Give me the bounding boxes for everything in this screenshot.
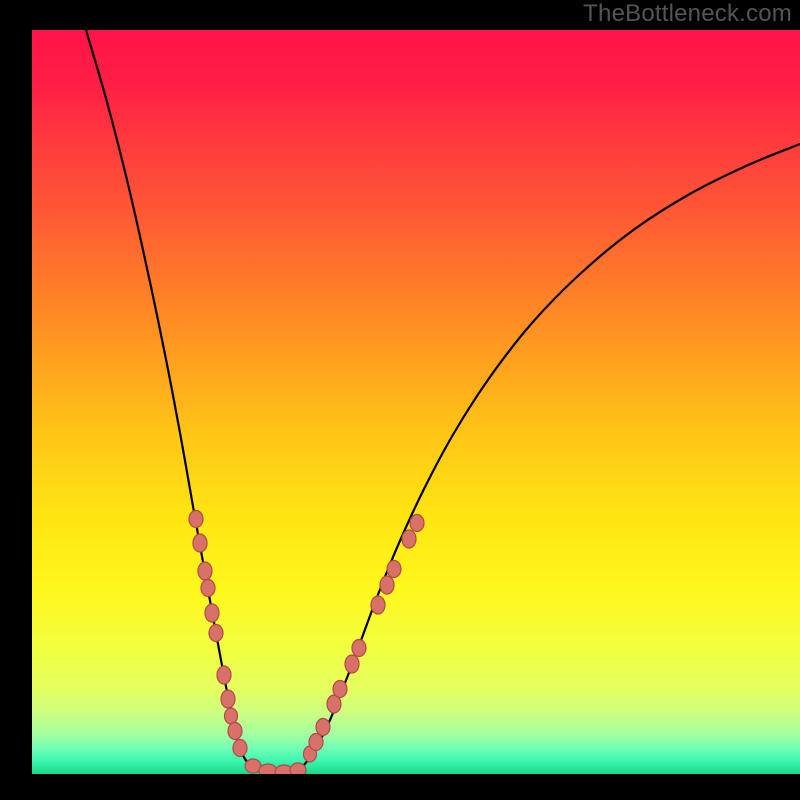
- data-marker: [316, 719, 330, 736]
- data-marker: [402, 530, 416, 548]
- data-marker: [380, 576, 394, 594]
- data-marker: [233, 740, 247, 757]
- watermark-text: TheBottleneck.com: [583, 0, 792, 28]
- stage: { "watermark": { "text": "TheBottleneck.…: [0, 0, 800, 800]
- data-marker: [371, 596, 385, 614]
- data-marker: [228, 723, 242, 740]
- data-marker: [201, 580, 215, 597]
- data-marker: [259, 764, 277, 774]
- data-marker: [410, 515, 424, 532]
- data-marker: [221, 690, 235, 708]
- data-marker: [205, 604, 219, 622]
- data-marker: [217, 666, 231, 684]
- marker-group: [189, 511, 424, 775]
- data-marker: [345, 655, 359, 673]
- data-marker: [387, 561, 401, 578]
- data-marker: [198, 562, 212, 580]
- data-marker: [225, 708, 238, 724]
- data-marker: [193, 534, 207, 552]
- chart-svg: [32, 30, 800, 774]
- data-marker: [333, 681, 347, 698]
- data-marker: [309, 734, 323, 751]
- data-marker: [352, 640, 366, 657]
- data-marker: [290, 763, 306, 774]
- data-marker: [189, 511, 203, 528]
- plot-area: [32, 30, 800, 774]
- curve-path: [86, 30, 800, 773]
- data-marker: [209, 625, 223, 642]
